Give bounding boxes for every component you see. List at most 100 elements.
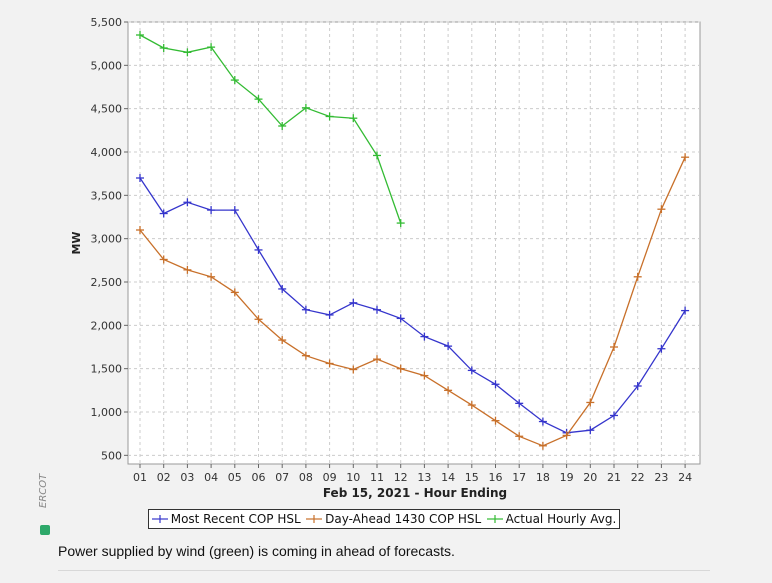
y-tick-label: 3,500 (91, 189, 123, 202)
y-tick-label: 1,000 (91, 406, 123, 419)
data-point (136, 31, 144, 39)
divider (58, 570, 710, 571)
y-tick-label: 2,500 (91, 276, 123, 289)
x-tick-label: 02 (157, 471, 171, 484)
legend-marker-icon (486, 515, 503, 523)
y-axis-title: MW (70, 231, 83, 254)
data-point (159, 209, 168, 218)
x-axis-ticks: 01 02 03 04 05 06 07 08 09 10 11 12 13 14 15 16 17 18 19 20… (133, 464, 692, 484)
data-point (681, 306, 690, 315)
camera-icon[interactable] (40, 525, 50, 535)
series-line (139, 156, 686, 447)
data-point (562, 431, 571, 440)
x-tick-label: 07 (275, 471, 289, 484)
data-point (444, 342, 453, 351)
data-point (444, 386, 453, 395)
y-tick-label: 5,500 (91, 16, 123, 29)
y-tick-label: 1,500 (91, 363, 123, 376)
data-point (586, 426, 595, 435)
legend-label-actual: Actual Hourly Avg. (505, 512, 617, 526)
data-point (254, 315, 263, 324)
data-point (325, 112, 334, 121)
x-tick-label: 16 (489, 471, 503, 484)
data-point (254, 245, 263, 254)
data-point (136, 226, 144, 234)
y-axis-ticks: 500 1,000 1,500 2,000 2,500 3,000 3,500 4,000 4,… (91, 16, 128, 462)
data-point (207, 43, 216, 52)
data-point (183, 48, 192, 57)
data-point (491, 416, 500, 425)
data-point (420, 371, 429, 380)
x-tick-label: 19 (560, 471, 574, 484)
series-0 (136, 174, 690, 437)
data-point (301, 305, 310, 314)
data-point (159, 255, 168, 264)
x-tick-label: 11 (370, 471, 384, 484)
legend-item-actual: Actual Hourly Avg. (486, 512, 617, 526)
data-point (420, 332, 429, 341)
data-point (396, 314, 405, 323)
data-point (515, 432, 524, 441)
x-tick-label: 23 (654, 471, 668, 484)
data-point (467, 366, 476, 375)
legend-item-day-ahead: Day-Ahead 1430 COP HSL (306, 512, 481, 526)
data-point (373, 151, 381, 160)
data-point (278, 122, 287, 130)
data-point (183, 198, 192, 207)
x-tick-label: 13 (417, 471, 431, 484)
x-tick-label: 01 (133, 471, 147, 484)
ercot-watermark: ERCOT (38, 473, 49, 508)
data-point (467, 401, 476, 410)
y-tick-label: 2,000 (91, 319, 123, 332)
x-tick-label: 08 (299, 471, 313, 484)
x-tick-label: 22 (631, 471, 645, 484)
data-point (610, 343, 618, 351)
data-point (633, 382, 642, 390)
x-tick-label: 18 (536, 471, 550, 484)
caption: Power supplied by wind (green) is coming… (58, 543, 455, 559)
series-line (139, 34, 402, 224)
data-point (373, 355, 381, 364)
y-tick-label: 3,000 (91, 233, 123, 246)
data-point (278, 284, 287, 293)
legend: Most Recent COP HSL Day-Ahead 1430 COP H… (148, 509, 620, 529)
x-tick-label: 04 (204, 471, 218, 484)
x-tick-label: 10 (346, 471, 360, 484)
y-tick-label: 4,500 (91, 103, 123, 116)
data-point (325, 310, 334, 319)
data-point (325, 359, 334, 368)
x-tick-label: 09 (323, 471, 337, 484)
data-point (515, 399, 524, 408)
x-tick-label: 03 (180, 471, 194, 484)
data-point (491, 380, 500, 389)
y-tick-label: 5,000 (91, 59, 123, 72)
data-point (610, 411, 618, 420)
legend-marker-icon (151, 515, 168, 523)
plot-area (127, 21, 701, 465)
data-point (681, 153, 690, 162)
y-tick-label: 500 (101, 449, 122, 462)
data-point (349, 365, 358, 374)
data-point (230, 206, 239, 215)
legend-item-most-recent: Most Recent COP HSL (151, 512, 301, 526)
data-point (349, 114, 358, 123)
x-tick-label: 12 (394, 471, 408, 484)
x-axis-title: Feb 15, 2021 - Hour Ending (323, 486, 507, 500)
x-tick-label: 06 (252, 471, 266, 484)
legend-label-most-recent: Most Recent COP HSL (170, 512, 301, 526)
legend-marker-icon (306, 515, 323, 523)
series-1 (136, 153, 690, 450)
x-tick-label: 05 (228, 471, 242, 484)
data-point (633, 272, 642, 281)
x-tick-label: 20 (583, 471, 597, 484)
x-tick-label: 17 (512, 471, 526, 484)
data-point (657, 344, 666, 353)
x-tick-label: 15 (465, 471, 479, 484)
data-point (136, 174, 144, 182)
data-point (183, 265, 192, 274)
data-point (373, 305, 381, 314)
x-tick-label: 21 (607, 471, 621, 484)
data-point (538, 441, 547, 450)
x-tick-label: 24 (678, 471, 692, 484)
data-point (301, 103, 310, 112)
